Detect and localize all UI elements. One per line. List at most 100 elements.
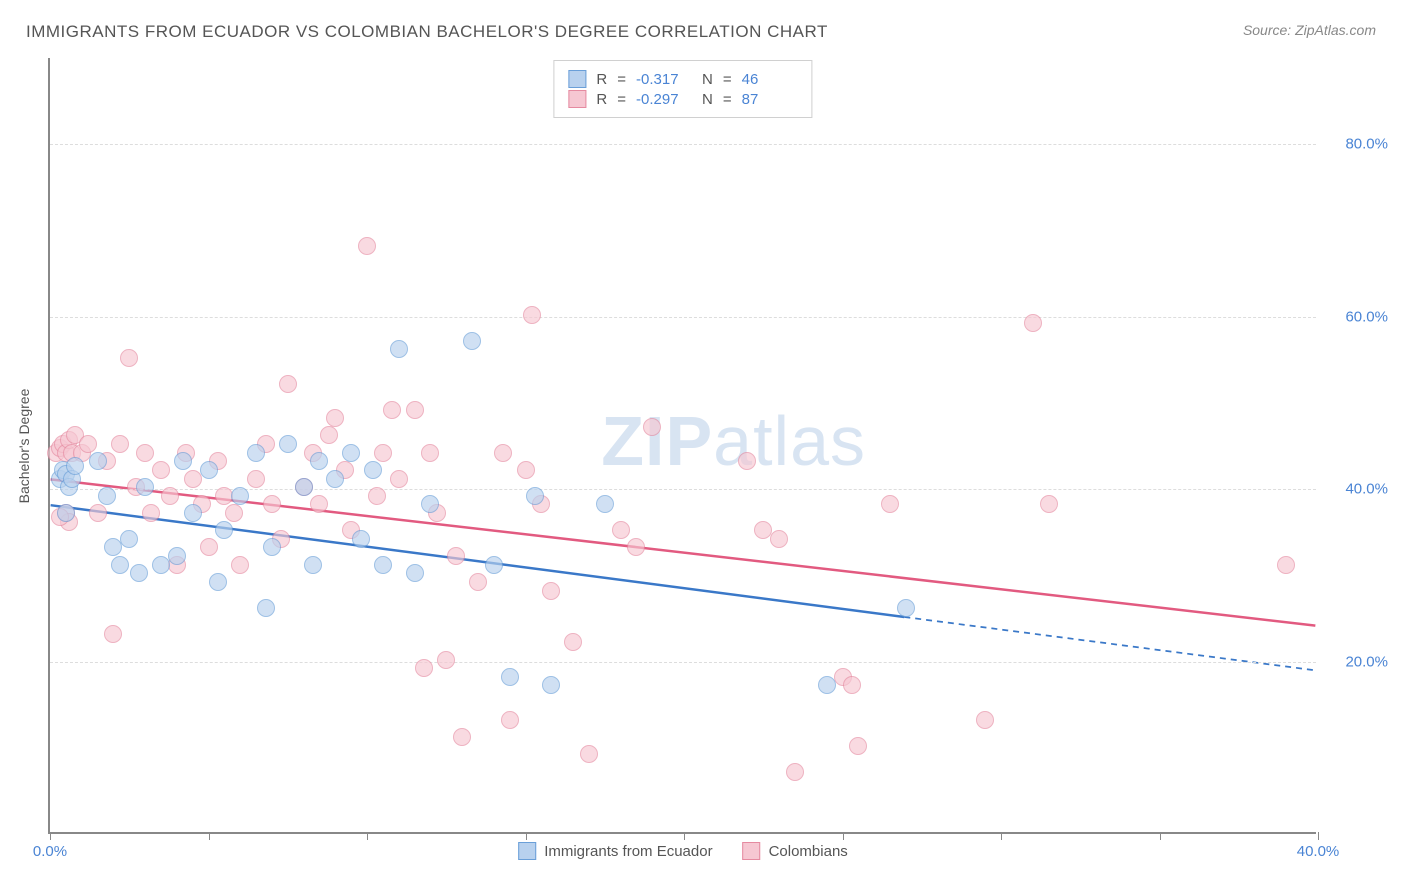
data-point-ecuador — [542, 676, 560, 694]
correlation-legend: R = -0.317 N = 46 R = -0.297 N = 87 — [553, 60, 812, 118]
data-point-ecuador — [111, 556, 129, 574]
data-point-colombians — [469, 573, 487, 591]
data-point-ecuador — [247, 444, 265, 462]
data-point-ecuador — [120, 530, 138, 548]
data-point-ecuador — [200, 461, 218, 479]
data-point-colombians — [358, 237, 376, 255]
data-point-colombians — [976, 711, 994, 729]
x-tick — [526, 832, 527, 840]
data-point-colombians — [494, 444, 512, 462]
data-point-ecuador — [818, 676, 836, 694]
data-point-colombians — [421, 444, 439, 462]
data-point-colombians — [643, 418, 661, 436]
data-point-colombians — [770, 530, 788, 548]
data-point-ecuador — [364, 461, 382, 479]
data-point-ecuador — [421, 495, 439, 513]
data-point-colombians — [374, 444, 392, 462]
data-point-ecuador — [130, 564, 148, 582]
legend-item-colombians: Colombians — [743, 842, 848, 860]
data-point-colombians — [415, 659, 433, 677]
data-point-colombians — [786, 763, 804, 781]
data-point-colombians — [1040, 495, 1058, 513]
x-tick-label: 0.0% — [33, 843, 67, 860]
data-point-ecuador — [98, 487, 116, 505]
n-value-colombians: 87 — [742, 91, 798, 108]
data-point-colombians — [1024, 314, 1042, 332]
plot-area: ZIPatlas R = -0.317 N = 46 R = -0.297 N … — [48, 58, 1316, 834]
data-point-colombians — [406, 401, 424, 419]
x-tick — [1001, 832, 1002, 840]
data-point-colombians — [161, 487, 179, 505]
data-point-ecuador — [501, 668, 519, 686]
data-point-colombians — [279, 375, 297, 393]
x-tick — [1318, 832, 1319, 840]
n-value-ecuador: 46 — [742, 71, 798, 88]
data-point-ecuador — [526, 487, 544, 505]
data-point-colombians — [881, 495, 899, 513]
data-point-ecuador — [310, 452, 328, 470]
data-point-colombians — [231, 556, 249, 574]
data-point-colombians — [104, 625, 122, 643]
gridline — [50, 317, 1316, 318]
r-value-ecuador: -0.317 — [636, 71, 692, 88]
trend-lines — [50, 58, 1316, 832]
data-point-ecuador — [168, 547, 186, 565]
data-point-colombians — [523, 306, 541, 324]
data-point-colombians — [501, 711, 519, 729]
legend-row-colombians: R = -0.297 N = 87 — [568, 90, 797, 108]
data-point-colombians — [120, 349, 138, 367]
data-point-colombians — [849, 737, 867, 755]
data-point-colombians — [310, 495, 328, 513]
series-legend: Immigrants from Ecuador Colombians — [518, 842, 848, 860]
data-point-colombians — [453, 728, 471, 746]
x-tick — [684, 832, 685, 840]
data-point-colombians — [437, 651, 455, 669]
data-point-ecuador — [326, 470, 344, 488]
data-point-ecuador — [485, 556, 503, 574]
data-point-colombians — [200, 538, 218, 556]
data-point-ecuador — [215, 521, 233, 539]
y-axis-label: Bachelor's Degree — [16, 389, 32, 504]
data-point-colombians — [142, 504, 160, 522]
data-point-ecuador — [89, 452, 107, 470]
source-attribution: Source: ZipAtlas.com — [1243, 22, 1376, 38]
data-point-colombians — [517, 461, 535, 479]
gridline — [50, 662, 1316, 663]
data-point-ecuador — [66, 457, 84, 475]
data-point-ecuador — [174, 452, 192, 470]
y-tick-label: 20.0% — [1345, 653, 1388, 670]
data-point-colombians — [843, 676, 861, 694]
gridline — [50, 144, 1316, 145]
swatch-colombians-icon — [743, 842, 761, 860]
data-point-colombians — [390, 470, 408, 488]
data-point-colombians — [627, 538, 645, 556]
data-point-ecuador — [263, 538, 281, 556]
data-point-ecuador — [57, 504, 75, 522]
chart-title: IMMIGRANTS FROM ECUADOR VS COLOMBIAN BAC… — [26, 22, 828, 42]
data-point-ecuador — [374, 556, 392, 574]
data-point-colombians — [152, 461, 170, 479]
data-point-colombians — [368, 487, 386, 505]
data-point-ecuador — [304, 556, 322, 574]
r-value-colombians: -0.297 — [636, 91, 692, 108]
data-point-ecuador — [209, 573, 227, 591]
data-point-ecuador — [231, 487, 249, 505]
x-tick — [50, 832, 51, 840]
swatch-colombians — [568, 90, 586, 108]
legend-item-ecuador: Immigrants from Ecuador — [518, 842, 712, 860]
data-point-ecuador — [596, 495, 614, 513]
watermark: ZIPatlas — [601, 401, 866, 481]
data-point-ecuador — [184, 504, 202, 522]
x-tick — [1160, 832, 1161, 840]
y-tick-label: 60.0% — [1345, 308, 1388, 325]
x-tick-label: 40.0% — [1297, 843, 1340, 860]
x-tick — [367, 832, 368, 840]
data-point-colombians — [320, 426, 338, 444]
data-point-colombians — [447, 547, 465, 565]
data-point-ecuador — [352, 530, 370, 548]
y-tick-label: 40.0% — [1345, 481, 1388, 498]
data-point-colombians — [580, 745, 598, 763]
data-point-colombians — [247, 470, 265, 488]
x-tick — [843, 832, 844, 840]
y-tick-label: 80.0% — [1345, 136, 1388, 153]
